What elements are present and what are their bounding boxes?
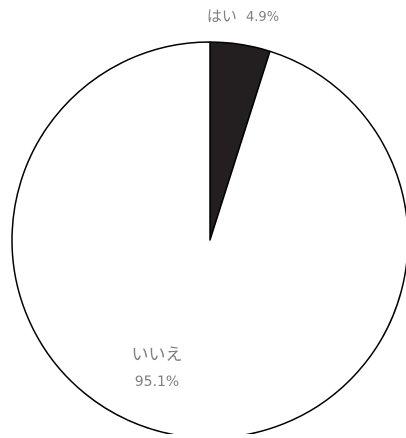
slice-label-yes: はい 4.9% xyxy=(207,6,279,25)
slice-label-yes-value: 4.9% xyxy=(246,10,279,25)
pie-slices xyxy=(11,41,406,438)
slice-label-no-value: 95.1% xyxy=(135,374,179,390)
slice-label-no-name: いいえ xyxy=(132,345,183,365)
pie-slice-no xyxy=(11,41,406,438)
slice-label-yes-name: はい xyxy=(207,7,237,25)
